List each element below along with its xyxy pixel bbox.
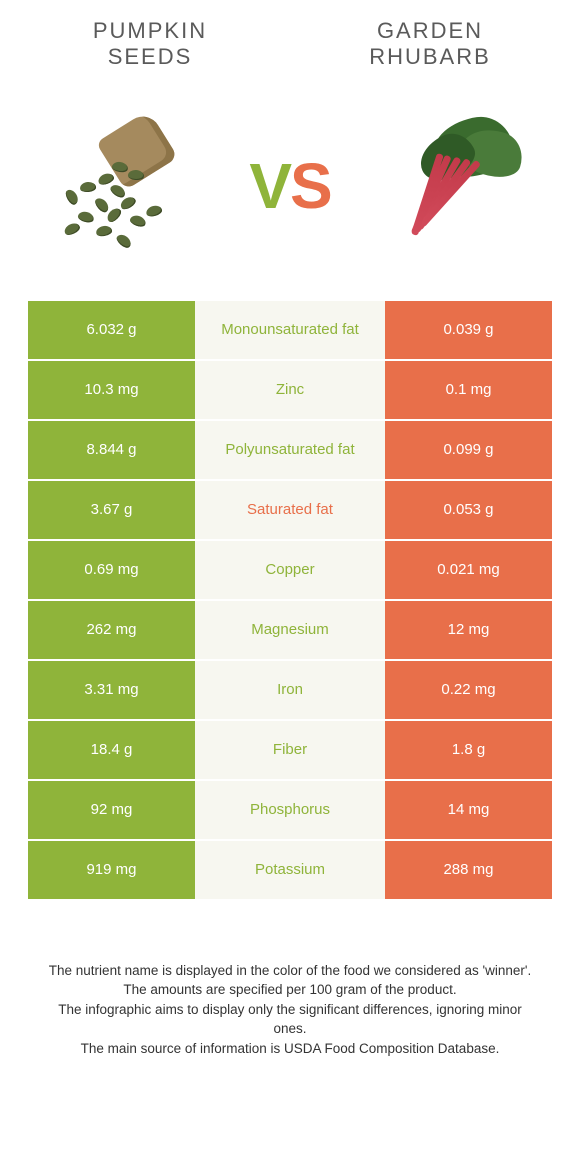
table-row: 0.69 mgCopper0.021 mg [28,541,552,601]
right-food-title: GARDEN RHUBARB [330,18,530,71]
left-value: 8.844 g [28,421,195,479]
nutrient-label: Fiber [195,721,385,779]
footer-line-2: The amounts are specified per 100 gram o… [40,980,540,1000]
left-title-line1: PUMPKIN [93,18,207,43]
table-row: 919 mgPotassium288 mg [28,841,552,901]
left-value: 6.032 g [28,301,195,359]
footer-line-4: The main source of information is USDA F… [40,1039,540,1059]
right-value: 288 mg [385,841,552,899]
right-value: 0.053 g [385,481,552,539]
vs-label: VS [249,149,330,223]
left-title-line2: SEEDS [108,44,193,69]
footer-line-3: The infographic aims to display only the… [40,1000,540,1039]
nutrient-label: Potassium [195,841,385,899]
nutrient-label: Phosphorus [195,781,385,839]
right-value: 0.039 g [385,301,552,359]
right-title-line1: GARDEN [377,18,483,43]
nutrient-label: Polyunsaturated fat [195,421,385,479]
left-value: 92 mg [28,781,195,839]
rhubarb-image [380,106,540,266]
left-value: 18.4 g [28,721,195,779]
header: PUMPKIN SEEDS GARDEN RHUBARB [0,0,580,81]
right-title-line2: RHUBARB [369,44,491,69]
vs-s: S [290,150,331,222]
left-value: 3.31 mg [28,661,195,719]
right-value: 14 mg [385,781,552,839]
table-row: 10.3 mgZinc0.1 mg [28,361,552,421]
table-row: 262 mgMagnesium12 mg [28,601,552,661]
footer-notes: The nutrient name is displayed in the co… [0,901,580,1079]
left-value: 0.69 mg [28,541,195,599]
right-value: 1.8 g [385,721,552,779]
right-value: 0.021 mg [385,541,552,599]
images-row: VS [0,81,580,301]
nutrient-label: Iron [195,661,385,719]
right-value: 0.22 mg [385,661,552,719]
left-value: 262 mg [28,601,195,659]
right-value: 12 mg [385,601,552,659]
left-value: 10.3 mg [28,361,195,419]
pumpkin-seeds-image [40,106,200,266]
right-value: 0.1 mg [385,361,552,419]
table-row: 6.032 gMonounsaturated fat0.039 g [28,301,552,361]
vs-v: V [249,150,290,222]
nutrient-label: Magnesium [195,601,385,659]
left-value: 3.67 g [28,481,195,539]
nutrient-label: Saturated fat [195,481,385,539]
table-row: 8.844 gPolyunsaturated fat0.099 g [28,421,552,481]
left-value: 919 mg [28,841,195,899]
table-row: 3.67 gSaturated fat0.053 g [28,481,552,541]
nutrient-label: Copper [195,541,385,599]
comparison-table: 6.032 gMonounsaturated fat0.039 g10.3 mg… [0,301,580,901]
table-row: 92 mgPhosphorus14 mg [28,781,552,841]
table-row: 3.31 mgIron0.22 mg [28,661,552,721]
table-row: 18.4 gFiber1.8 g [28,721,552,781]
left-food-title: PUMPKIN SEEDS [50,18,250,71]
footer-line-1: The nutrient name is displayed in the co… [40,961,540,981]
right-value: 0.099 g [385,421,552,479]
nutrient-label: Zinc [195,361,385,419]
nutrient-label: Monounsaturated fat [195,301,385,359]
